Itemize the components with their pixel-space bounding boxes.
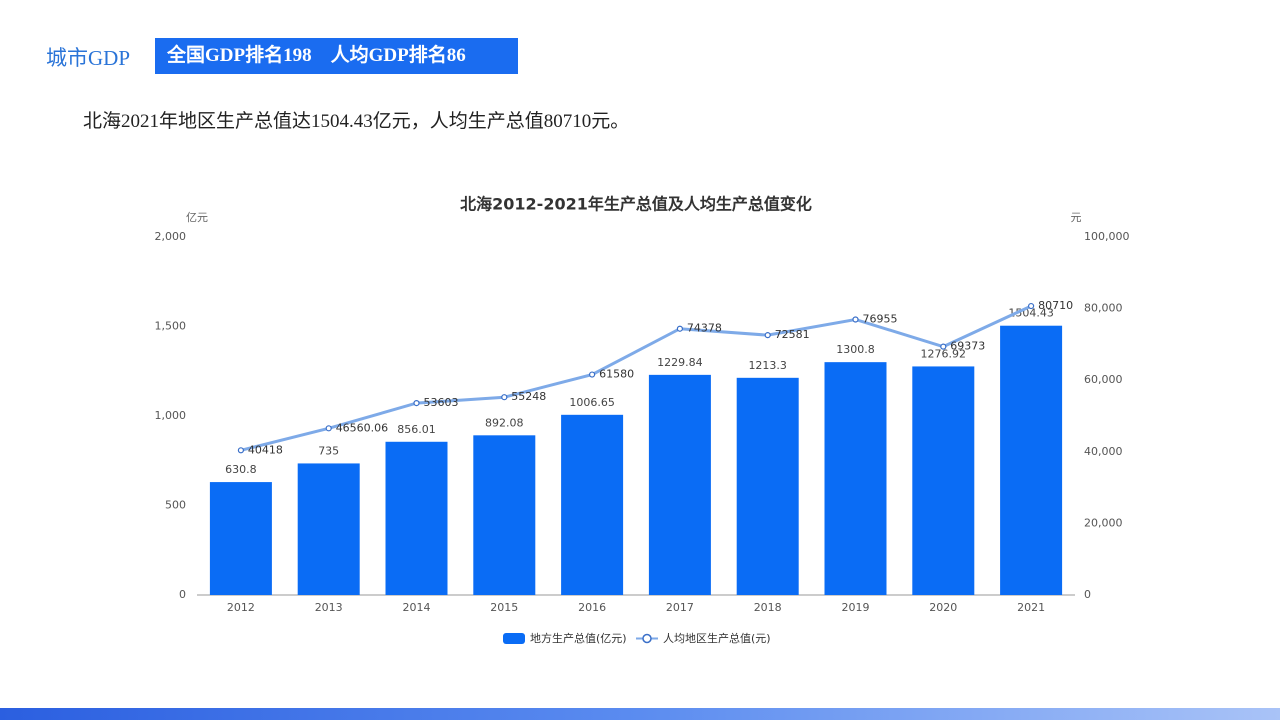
y-tick-label: 1,000 bbox=[155, 409, 187, 422]
line bbox=[240, 304, 1032, 452]
line-point bbox=[413, 400, 420, 407]
bar bbox=[561, 414, 624, 595]
bar-label: 735 bbox=[318, 444, 339, 457]
bar-label: 1229.84 bbox=[657, 356, 703, 369]
y2-tick-label: 80,000 bbox=[1084, 302, 1123, 315]
point-label: 76955 bbox=[863, 313, 898, 326]
x-tick-label: 2012 bbox=[227, 601, 255, 614]
line-point bbox=[852, 316, 859, 323]
page-title: 城市GDP bbox=[46, 46, 131, 70]
legend-label: 地方生产总值(亿元) bbox=[530, 631, 627, 645]
bottom-bar bbox=[0, 708, 1280, 720]
bar bbox=[209, 482, 272, 595]
y-tick-label: 0 bbox=[179, 588, 186, 601]
y2-tick-label: 20,000 bbox=[1084, 516, 1123, 529]
description: 北海2021年地区生产总值达1504.43亿元，人均生产总值80710元。 bbox=[83, 111, 630, 132]
y2-unit: 元 bbox=[1071, 211, 1082, 224]
x-tick-label: 2019 bbox=[842, 601, 870, 614]
point-label: 55248 bbox=[511, 390, 546, 403]
chart-title: 北海2012-2021年生产总值及人均生产总值变化 bbox=[460, 195, 812, 214]
bar-label: 1006.65 bbox=[569, 396, 615, 409]
line-point bbox=[1027, 302, 1035, 310]
x-tick-label: 2016 bbox=[578, 601, 606, 614]
x-tick-label: 2014 bbox=[403, 601, 431, 614]
bar-label: 856.01 bbox=[397, 423, 436, 436]
y-tick-label: 2,000 bbox=[155, 230, 187, 243]
bar-label: 892.08 bbox=[485, 416, 524, 429]
line-point bbox=[501, 394, 508, 401]
bar-label: 1300.8 bbox=[836, 343, 875, 356]
point-label: 69373 bbox=[950, 340, 985, 353]
line-point bbox=[237, 447, 244, 454]
line-point bbox=[764, 332, 771, 339]
y2-tick-label: 100,000 bbox=[1084, 230, 1130, 243]
legend-swatch bbox=[642, 633, 652, 644]
point-label: 72581 bbox=[775, 328, 810, 341]
legend-swatch bbox=[503, 633, 525, 644]
line-point bbox=[325, 425, 332, 432]
bar bbox=[736, 377, 799, 595]
point-label: 53603 bbox=[424, 396, 459, 409]
y-tick-label: 1,500 bbox=[155, 320, 187, 333]
point-label: 40418 bbox=[248, 443, 283, 456]
bar-label: 630.8 bbox=[225, 463, 257, 476]
y-tick-label: 500 bbox=[165, 499, 186, 512]
x-tick-label: 2020 bbox=[929, 601, 957, 614]
bar-label: 1213.3 bbox=[748, 359, 787, 372]
x-tick-label: 2015 bbox=[490, 601, 518, 614]
point-label: 46560.06 bbox=[336, 421, 389, 434]
rank-badge: 全国GDP排名198 人均GDP排名86 bbox=[155, 38, 518, 74]
legend-label: 人均地区生产总值(元) bbox=[663, 631, 771, 645]
y2-tick-label: 0 bbox=[1084, 588, 1091, 601]
x-tick-label: 2018 bbox=[754, 601, 782, 614]
y2-tick-label: 60,000 bbox=[1084, 373, 1123, 386]
bar bbox=[297, 463, 360, 595]
line-point bbox=[588, 371, 596, 378]
line-point bbox=[940, 343, 947, 350]
x-tick-label: 2017 bbox=[666, 601, 694, 614]
y-unit: 亿元 bbox=[186, 211, 208, 224]
bar bbox=[648, 374, 711, 595]
point-label: 61580 bbox=[599, 368, 634, 381]
point-label: 74378 bbox=[687, 322, 722, 335]
bar bbox=[385, 441, 448, 595]
line-point bbox=[676, 325, 684, 332]
point-label: 80710 bbox=[1038, 299, 1073, 312]
x-tick-label: 2021 bbox=[1017, 601, 1045, 614]
bar-label: 1276.92 bbox=[921, 347, 967, 360]
x-tick-label: 2013 bbox=[315, 601, 343, 614]
bar bbox=[1000, 325, 1063, 595]
y2-tick-label: 40,000 bbox=[1084, 445, 1123, 458]
bar bbox=[912, 366, 975, 595]
bar bbox=[473, 435, 536, 595]
bar bbox=[824, 362, 887, 595]
